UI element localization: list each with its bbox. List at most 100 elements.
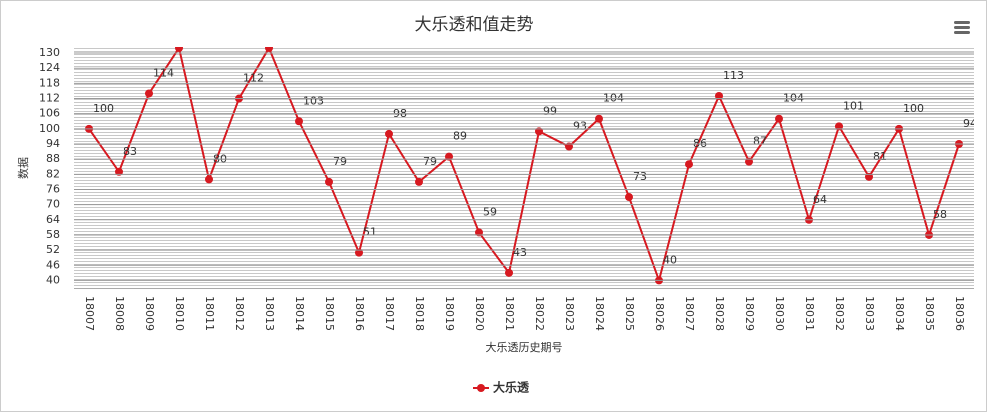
point (325, 177, 333, 186)
x-tick-label: 18032 (833, 296, 846, 331)
y-tick-label: 64 (46, 213, 60, 226)
y-axis-title: 数据 (16, 157, 30, 179)
x-tick-label: 18036 (953, 296, 966, 331)
data-label: 51 (363, 226, 377, 239)
point (385, 129, 393, 138)
x-tick-label: 18008 (113, 296, 126, 331)
y-tick-label: 46 (46, 258, 60, 271)
y-tick-label: 52 (46, 243, 60, 256)
data-label: 87 (753, 135, 767, 148)
data-label: 100 (93, 102, 114, 115)
x-tick-label: 18027 (683, 296, 696, 331)
point (775, 114, 783, 123)
x-axis-title: 大乐透历史期号 (486, 340, 563, 354)
data-label: 99 (543, 104, 557, 117)
y-tick-label: 124 (39, 61, 60, 74)
y-tick-label: 58 (46, 228, 60, 241)
point (115, 167, 123, 176)
x-tick-label: 18009 (143, 296, 156, 331)
x-tick-label: 18028 (713, 296, 726, 331)
point (205, 175, 213, 184)
data-label: 40 (663, 253, 677, 266)
y-tick-label: 112 (39, 92, 60, 105)
x-tick-label: 18024 (593, 296, 606, 331)
point (295, 117, 303, 126)
x-tick-label: 18033 (863, 296, 876, 331)
y-tick-label: 40 (46, 273, 60, 286)
x-tick-label: 18030 (773, 296, 786, 331)
x-tick-label: 18034 (893, 296, 906, 331)
point (145, 89, 153, 98)
data-label: 83 (123, 145, 137, 158)
y-tick-label: 118 (39, 76, 60, 89)
menu-button[interactable] (954, 21, 970, 34)
x-tick-label: 18031 (803, 296, 816, 331)
y-tick-label: 100 (39, 122, 60, 135)
point (505, 268, 513, 277)
data-label: 81 (873, 150, 887, 163)
point (625, 193, 633, 202)
x-tick-label: 18025 (623, 296, 636, 331)
data-label: 89 (453, 130, 467, 143)
point (595, 114, 603, 123)
data-label: 93 (573, 120, 587, 133)
point (265, 47, 273, 52)
data-label: 100 (903, 102, 924, 115)
x-tick-label: 18018 (413, 296, 426, 331)
legend-label: 大乐透 (493, 380, 530, 395)
y-tick-label: 82 (46, 167, 60, 180)
point (565, 142, 573, 151)
point (715, 92, 723, 100)
legend-marker (477, 384, 485, 392)
menu-bar (954, 26, 970, 29)
data-label: 59 (483, 205, 497, 218)
x-tick-label: 18020 (473, 296, 486, 331)
data-label: 73 (633, 170, 647, 183)
x-tick-label: 18015 (323, 296, 336, 331)
point (445, 152, 453, 161)
point (865, 172, 873, 181)
x-tick-label: 18023 (563, 296, 576, 331)
minor-grid (74, 48, 974, 288)
data-label: 43 (513, 246, 527, 259)
x-tick-label: 18021 (503, 296, 516, 331)
point (175, 47, 183, 52)
point (745, 157, 753, 166)
x-tick-label: 18010 (173, 296, 186, 331)
x-tick-label: 18022 (533, 296, 546, 331)
chart-title: 大乐透和值走势 (415, 15, 534, 35)
point (535, 127, 543, 136)
data-label: 58 (933, 208, 947, 221)
data-label: 94 (963, 117, 977, 130)
data-label: 114 (153, 66, 174, 79)
y-tick-label: 130 (39, 46, 60, 59)
y-tick-label: 70 (46, 198, 60, 211)
data-label: 113 (723, 69, 744, 82)
x-tick-label: 18029 (743, 296, 756, 331)
data-label: 64 (813, 193, 827, 206)
data-label: 79 (333, 155, 347, 168)
x-tick-label: 18016 (353, 296, 366, 331)
data-label: 112 (243, 72, 264, 85)
x-tick-label: 18017 (383, 296, 396, 331)
data-label: 103 (303, 94, 324, 107)
x-tick-label: 18007 (83, 296, 96, 331)
y-tick-label: 106 (39, 107, 60, 120)
y-tick-label: 76 (46, 182, 60, 195)
point (355, 248, 363, 257)
x-tick-label: 18026 (653, 296, 666, 331)
point (415, 177, 423, 186)
point (475, 228, 483, 237)
x-tick-label: 18035 (923, 296, 936, 331)
x-tick-label: 18013 (263, 296, 276, 331)
point (685, 160, 693, 169)
data-label: 79 (423, 155, 437, 168)
x-tick-label: 18011 (203, 296, 216, 331)
x-tick-label: 18019 (443, 296, 456, 331)
x-tick-label: 18014 (293, 296, 306, 331)
y-tick-label: 94 (46, 137, 60, 150)
x-tick-label: 18012 (233, 296, 246, 331)
data-label: 101 (843, 99, 864, 112)
y-tick-label: 88 (46, 152, 60, 165)
